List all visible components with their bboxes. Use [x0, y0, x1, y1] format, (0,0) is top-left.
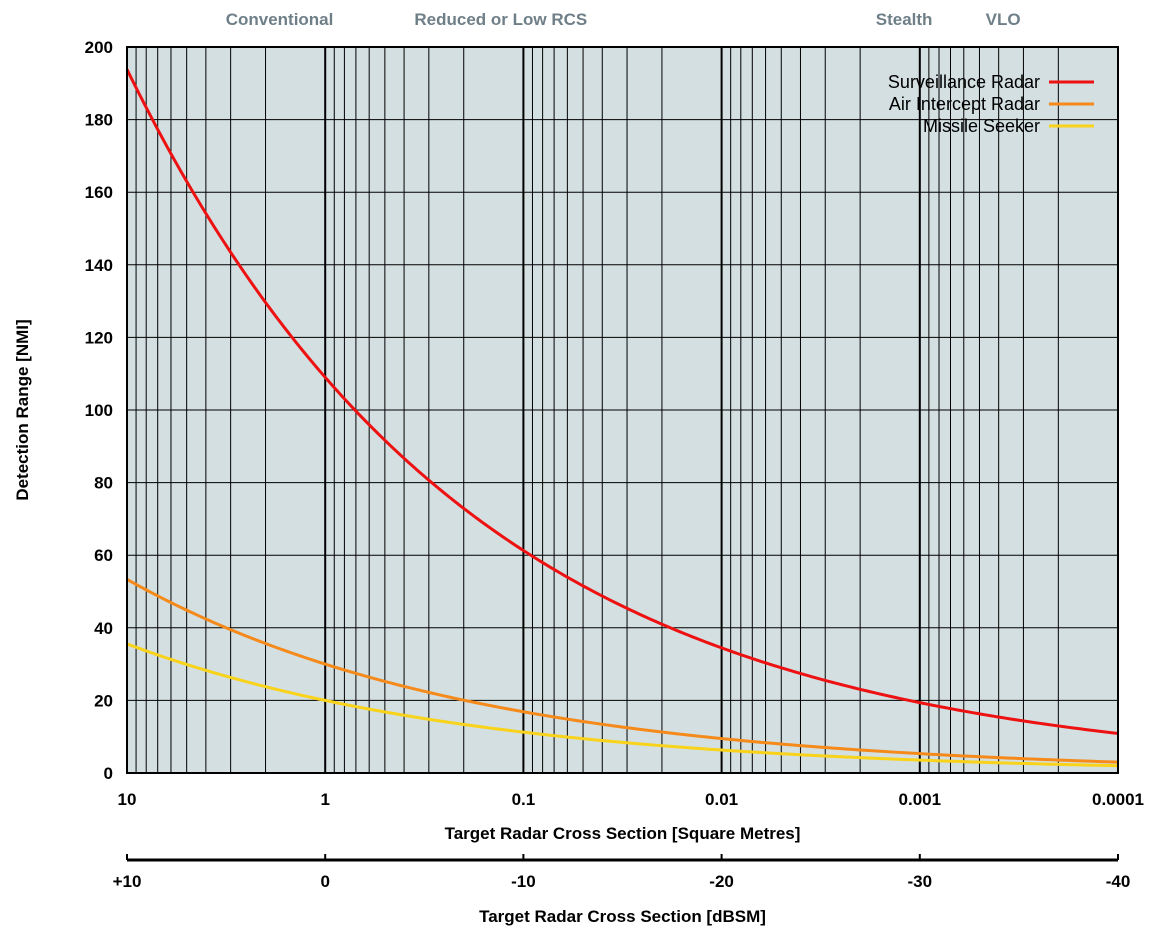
legend-label: Air Intercept Radar	[889, 94, 1040, 114]
band-label: Reduced or Low RCS	[414, 10, 587, 29]
series-line	[126, 578, 1119, 764]
band-labels: Conventional Reduced or Low RCS Stealth VLO	[226, 10, 1021, 29]
band-label: Stealth	[876, 10, 933, 29]
y-tick-label: 80	[94, 474, 113, 493]
y-tick-label: 160	[85, 183, 113, 202]
y-tick-label: 100	[85, 401, 113, 420]
band-label: Conventional	[226, 10, 334, 29]
dbsm-axis-title: Target Radar Cross Section [dBSM]	[479, 907, 766, 926]
series-line	[126, 642, 1119, 768]
y-tick-label: 0	[104, 764, 113, 783]
tick-labels: 0 20 40 60 80 100 120 140 160 180 200 10 1 0.1 0.01 0.0…	[85, 38, 1144, 809]
y-axis-title: Detection Range [NMI]	[13, 319, 32, 500]
dbsm-tick-label: 0	[320, 872, 329, 891]
grid	[127, 47, 1118, 773]
plot-frame	[126, 46, 1119, 774]
y-tick-label: 60	[94, 546, 113, 565]
x-tick-label: 0.001	[899, 790, 942, 809]
dbsm-axis: +10 0 -10 -20 -30 -40	[113, 854, 1131, 891]
y-tick-label: 180	[85, 111, 113, 130]
x-tick-label: 0.1	[512, 790, 536, 809]
y-tick-label: 140	[85, 256, 113, 275]
legend-label: Surveillance Radar	[888, 72, 1040, 92]
series-lines	[125, 68, 1119, 768]
y-tick-label: 40	[94, 619, 113, 638]
legend-label: Missile Seeker	[923, 116, 1040, 136]
x-tick-label: 0.0001	[1092, 790, 1144, 809]
x-tick-label: 1	[320, 790, 329, 809]
y-tick-label: 200	[85, 38, 113, 57]
dbsm-tick-label: +10	[113, 872, 142, 891]
x-axis-title: Target Radar Cross Section [Square Metre…	[445, 824, 801, 843]
x-tick-label: 10	[118, 790, 137, 809]
band-label: VLO	[986, 10, 1021, 29]
dbsm-tick-label: -40	[1106, 872, 1131, 891]
series-line	[125, 68, 1119, 735]
y-tick-label: 120	[85, 328, 113, 347]
x-tick-label: 0.01	[705, 790, 738, 809]
dbsm-tick-label: -10	[511, 872, 536, 891]
y-tick-label: 20	[94, 691, 113, 710]
dbsm-tick-label: -30	[908, 872, 933, 891]
dbsm-tick-label: -20	[709, 872, 734, 891]
